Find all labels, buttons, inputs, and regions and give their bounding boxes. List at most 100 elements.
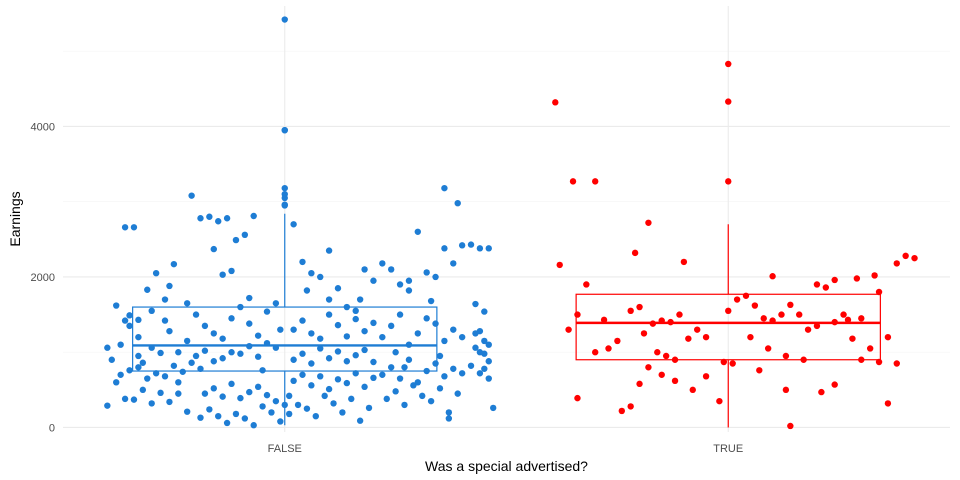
data-point — [290, 326, 297, 333]
data-point — [263, 339, 271, 347]
data-point — [161, 373, 169, 380]
data-point — [303, 405, 311, 412]
data-point — [716, 397, 723, 405]
data-point — [201, 322, 209, 330]
data-point — [467, 362, 475, 369]
data-point — [104, 344, 111, 351]
data-point — [121, 224, 129, 231]
outlier-point — [281, 16, 288, 23]
data-point — [720, 358, 728, 366]
data-point — [254, 383, 262, 391]
data-point — [756, 367, 763, 374]
outlier-point — [281, 202, 288, 209]
data-point — [161, 296, 169, 303]
data-point — [751, 302, 759, 309]
data-point — [130, 396, 138, 403]
data-point — [379, 260, 386, 267]
data-point — [135, 333, 142, 341]
data-point — [356, 296, 364, 303]
data-point — [268, 409, 275, 416]
data-point — [206, 213, 213, 220]
data-point — [277, 418, 284, 425]
data-point — [215, 412, 222, 420]
data-point — [356, 417, 364, 424]
data-point — [237, 303, 244, 311]
data-point — [574, 311, 581, 318]
data-point — [423, 269, 430, 276]
data-point — [166, 282, 173, 290]
data-point — [210, 330, 217, 337]
data-point — [317, 373, 324, 380]
data-point — [325, 385, 333, 393]
data-point — [866, 345, 874, 352]
data-point — [197, 414, 204, 421]
data-point — [782, 352, 790, 360]
y-tick-label: 4000 — [31, 121, 55, 133]
data-point — [760, 315, 767, 322]
data-point — [432, 320, 439, 327]
data-point — [689, 386, 696, 394]
box-iqr — [132, 306, 438, 372]
data-point — [325, 247, 333, 254]
data-point — [192, 352, 200, 360]
data-point — [441, 245, 448, 252]
data-point — [325, 311, 333, 318]
data-point — [405, 277, 413, 284]
data-point — [308, 269, 315, 277]
data-point — [121, 317, 129, 324]
data-point — [476, 245, 484, 252]
data-point — [472, 300, 479, 308]
data-point — [769, 273, 776, 280]
data-point — [654, 349, 661, 356]
data-point — [569, 178, 577, 185]
data-point — [769, 317, 776, 324]
data-point — [361, 383, 368, 391]
data-points — [104, 16, 918, 430]
data-point — [592, 349, 599, 356]
outlier-point — [281, 194, 288, 202]
data-point — [135, 352, 142, 360]
data-point — [410, 382, 417, 389]
data-point — [636, 303, 643, 311]
data-point — [902, 252, 909, 260]
data-point — [649, 320, 657, 327]
data-point — [334, 376, 342, 383]
data-point — [893, 360, 900, 367]
data-point — [237, 350, 244, 357]
data-point — [401, 401, 408, 409]
data-point — [228, 315, 235, 322]
data-point — [441, 373, 448, 380]
data-point — [472, 344, 479, 351]
data-point — [875, 358, 883, 366]
data-point — [188, 359, 195, 366]
data-point — [436, 352, 444, 360]
data-point — [113, 302, 120, 309]
data-point — [285, 392, 293, 400]
data-point — [365, 404, 373, 412]
data-point — [396, 281, 404, 288]
data-point — [308, 382, 315, 389]
data-point — [552, 99, 559, 106]
data-point — [702, 373, 710, 380]
y-tick-label: 0 — [49, 422, 55, 434]
data-point — [694, 326, 701, 333]
data-point — [481, 308, 488, 315]
data-point — [476, 349, 484, 356]
x-tick-label: FALSE — [268, 443, 302, 455]
data-point — [427, 397, 435, 405]
data-point — [662, 352, 670, 360]
data-point — [317, 345, 324, 352]
data-point — [170, 260, 178, 268]
data-point — [764, 345, 772, 352]
data-point — [299, 371, 306, 378]
data-point — [396, 375, 404, 382]
data-point — [729, 360, 736, 367]
data-point — [325, 355, 333, 362]
data-point — [228, 380, 235, 388]
data-point — [884, 333, 892, 341]
data-point — [782, 386, 790, 394]
data-point — [405, 356, 413, 363]
data-point — [246, 388, 253, 396]
y-tick-label: 2000 — [31, 272, 55, 284]
data-point — [312, 412, 319, 420]
